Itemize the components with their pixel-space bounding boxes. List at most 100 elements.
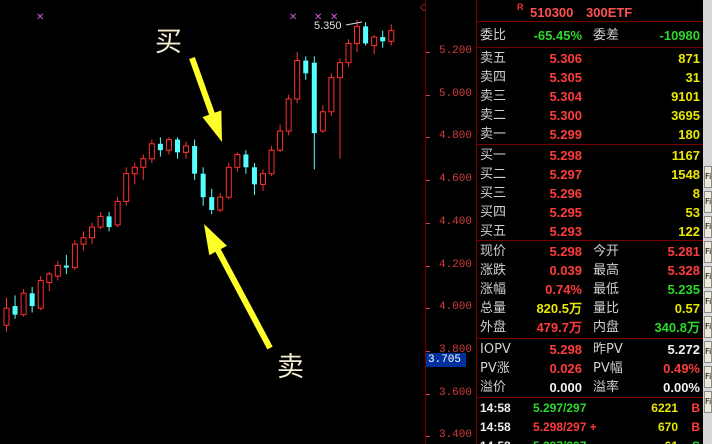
candle-body[interactable] (131, 166, 138, 175)
candle-body[interactable] (89, 226, 95, 239)
stats-label: 总量 (480, 301, 507, 316)
iopv-label-2: 溢率 (593, 380, 620, 395)
stats-label-2: 最低 (593, 282, 620, 297)
candle-body[interactable] (251, 167, 257, 185)
ask-level-row[interactable]: 卖三 5.304 9101 (477, 87, 703, 106)
candle-body[interactable] (192, 145, 198, 174)
stats-label-2: 今开 (593, 244, 620, 259)
candle-body[interactable] (165, 139, 172, 151)
axis-tick (426, 222, 430, 224)
candle-body[interactable] (225, 166, 232, 198)
candle-body[interactable] (285, 98, 292, 132)
bid-level-row[interactable]: 买一 5.298 1167 (477, 146, 703, 165)
candle-body[interactable] (183, 145, 190, 153)
candle-body[interactable] (363, 26, 369, 44)
candle-body[interactable] (71, 243, 78, 269)
candle-body[interactable] (148, 143, 155, 160)
side-toolbar-button[interactable]: Fi (704, 266, 712, 288)
candle-body[interactable] (319, 111, 326, 132)
candle-body[interactable] (123, 173, 130, 202)
signal-marker-icon: ✕ (314, 12, 322, 23)
iopv-label-2: PV幅 (593, 361, 623, 376)
security-code[interactable]: 510300 (530, 5, 574, 20)
side-toolbar-button[interactable]: Fi (704, 341, 712, 363)
candle-body[interactable] (260, 173, 266, 185)
candle-body[interactable] (311, 62, 317, 134)
side-toolbar-button[interactable]: Fi (704, 216, 712, 238)
bid-level-row[interactable]: 买二 5.297 1548 (477, 165, 703, 184)
iopv-row: PV涨 0.026 PV幅 0.49% (477, 359, 703, 378)
candle-body[interactable] (20, 292, 27, 316)
candle-body[interactable] (54, 265, 61, 277)
candle-body[interactable] (336, 62, 343, 79)
stats-value: 5.298 (549, 244, 582, 259)
tick-side: S (692, 437, 700, 444)
candle-body[interactable] (63, 265, 69, 268)
candle-body[interactable] (388, 30, 395, 42)
iopv-label: 溢价 (480, 380, 507, 395)
candle-body[interactable] (380, 37, 386, 42)
bid-level-row[interactable]: 买四 5.295 53 (477, 203, 703, 222)
side-toolbar-button[interactable]: Fi (704, 391, 712, 413)
axis-price-label: 5.200 (438, 45, 472, 57)
candle-body[interactable] (97, 215, 104, 228)
candle-body[interactable] (140, 158, 147, 168)
tick-row[interactable]: 14:58 5.298/297 + 670 B (477, 418, 703, 437)
candle-body[interactable] (268, 149, 275, 175)
axis-price-label: 4.600 (438, 173, 472, 186)
bid-level-row[interactable]: 买五 5.293 122 (477, 222, 703, 241)
candle-body[interactable] (277, 130, 284, 151)
side-toolbar-button[interactable]: Fi (704, 166, 712, 188)
candle-body[interactable] (243, 154, 249, 168)
tick-row[interactable]: 14:58 5.297/297 6221 B (477, 399, 703, 418)
stats-value: 479.7万 (536, 320, 582, 335)
ask-volume: 180 (678, 127, 700, 142)
axis-tick (426, 350, 430, 352)
candle-body[interactable] (217, 196, 224, 211)
tick-row[interactable]: 14:58 5.297/297 61 S (477, 437, 703, 444)
candle-body[interactable] (175, 139, 180, 153)
candle-body[interactable] (12, 306, 18, 315)
ask-level-label: 卖四 (480, 70, 507, 85)
candle-body[interactable] (157, 143, 163, 151)
ask-level-row[interactable]: 卖二 5.300 3695 (477, 106, 703, 125)
bid-price: 5.295 (549, 205, 582, 220)
candle-body[interactable] (29, 293, 35, 307)
candle-body[interactable] (209, 197, 215, 210)
bid-level-row[interactable]: 买三 5.296 8 (477, 184, 703, 203)
candlestick-chart-svg[interactable]: ✕ ✕ ✕ ✕ ◇ (0, 0, 425, 444)
stats-row: 涨幅 0.74% 最低 5.235 (477, 280, 703, 299)
candle-body[interactable] (294, 60, 301, 100)
candle-body[interactable] (354, 25, 361, 44)
candle-body[interactable] (3, 307, 10, 326)
side-toolbar-button[interactable]: Fi (704, 366, 712, 388)
tick-side: B (691, 401, 700, 415)
security-name[interactable]: 300ETF (586, 5, 633, 20)
stats-value-2: 5.281 (667, 244, 700, 259)
candle-body[interactable] (46, 273, 53, 284)
side-toolbar-button[interactable]: Fi (704, 191, 712, 213)
buy-arrow-icon (189, 56, 222, 142)
candle-body[interactable] (371, 36, 378, 47)
candle-body[interactable] (345, 42, 352, 64)
iopv-value-2: 0.00% (663, 380, 700, 395)
ask-price: 5.305 (549, 70, 582, 85)
candle-body[interactable] (106, 216, 112, 228)
candle-body[interactable] (200, 173, 206, 198)
ask-price: 5.304 (549, 89, 582, 104)
stats-row: 现价 5.298 今开 5.281 (477, 242, 703, 261)
ask-level-row[interactable]: 卖五 5.306 871 (477, 49, 703, 68)
side-toolbar-button[interactable]: Fi (704, 241, 712, 263)
candle-body[interactable] (114, 200, 121, 226)
candle-body[interactable] (234, 153, 241, 168)
side-toolbar-button[interactable]: Fi (704, 316, 712, 338)
candle-body[interactable] (37, 279, 44, 309)
candle-body[interactable] (328, 77, 335, 113)
candle-body[interactable] (80, 237, 87, 245)
side-toolbar-button[interactable]: Fi (704, 291, 712, 313)
ask-level-row[interactable]: 卖一 5.299 180 (477, 125, 703, 144)
ask-level-row[interactable]: 卖四 5.305 31 (477, 68, 703, 87)
candle-body[interactable] (303, 60, 309, 74)
stats-label-2: 内盘 (593, 320, 620, 335)
candlestick-chart[interactable]: ✕ ✕ ✕ ✕ ◇ 买 卖 5.350 (0, 0, 425, 444)
